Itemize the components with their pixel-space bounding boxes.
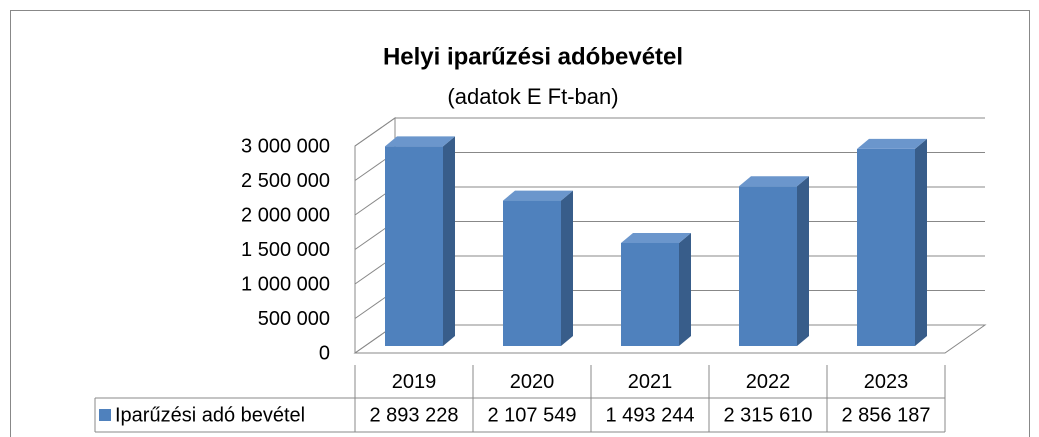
grid-line — [354, 117, 985, 147]
table-grid — [94, 365, 946, 433]
bar-front — [739, 186, 797, 346]
chart-subtitle: (adatok E Ft-ban) — [447, 84, 618, 109]
bar-side — [915, 138, 927, 346]
y-tick-label: 2 500 000 — [241, 170, 330, 192]
bar-front — [857, 148, 915, 346]
legend-label: Iparűzési adó bevétel — [115, 404, 305, 426]
x-tick-label: 2020 — [510, 371, 555, 393]
chart-border — [10, 10, 1030, 437]
table-value: 2 315 610 — [724, 404, 813, 426]
bar-top — [385, 136, 455, 147]
bar-front — [621, 242, 679, 346]
table-value: 1 493 244 — [606, 404, 695, 426]
bar-top — [503, 190, 573, 201]
table-value: 2 107 549 — [488, 404, 577, 426]
x-tick-label: 2021 — [628, 371, 673, 393]
y-tick-label: 3 000 000 — [241, 135, 330, 157]
x-tick-label: 2019 — [392, 371, 437, 393]
y-tick-label: 500 000 — [258, 308, 330, 330]
y-tick-label: 2 000 000 — [241, 204, 330, 226]
y-tick-label: 1 000 000 — [241, 273, 330, 295]
chart-title: Helyi iparűzési adóbevétel — [383, 43, 683, 70]
bar-side — [443, 136, 455, 346]
bar-top — [621, 232, 691, 243]
y-tick-label: 1 500 000 — [241, 239, 330, 261]
table-value: 2 856 187 — [842, 404, 931, 426]
y-tick-label: 0 — [319, 342, 330, 364]
bar-front — [503, 200, 561, 346]
bar-top — [739, 176, 809, 187]
x-tick-label: 2022 — [746, 371, 791, 393]
bar-top — [857, 138, 927, 149]
bar-side — [561, 190, 573, 346]
bar-front — [385, 146, 443, 346]
bar-side — [679, 232, 691, 346]
bar-side — [797, 176, 809, 346]
legend-key — [99, 409, 111, 421]
table-value: 2 893 228 — [370, 404, 459, 426]
x-tick-label: 2023 — [864, 371, 909, 393]
